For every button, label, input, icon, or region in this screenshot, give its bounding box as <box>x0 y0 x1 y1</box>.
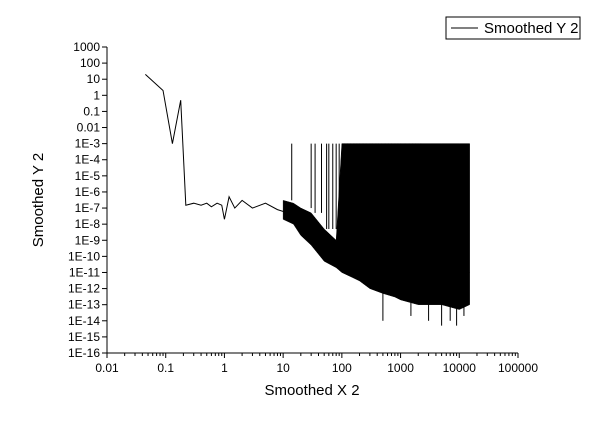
y-tick-label: 0.1 <box>83 104 100 118</box>
y-tick-label: 1E-15 <box>68 330 100 344</box>
y-tick-label: 1E-14 <box>68 314 100 328</box>
x-tick-label: 0.01 <box>95 361 119 375</box>
y-tick-label: 1E-11 <box>69 265 100 279</box>
y-tick-label: 1E-16 <box>68 346 100 360</box>
y-tick-label: 1E-7 <box>75 201 101 215</box>
x-tick-label: 10 <box>276 361 290 375</box>
x-tick-label: 0.1 <box>157 361 174 375</box>
y-tick-label: 0.01 <box>77 121 101 135</box>
legend-label: Smoothed Y 2 <box>484 20 579 37</box>
legend: Smoothed Y 2 <box>445 16 581 40</box>
x-tick-label: 1 <box>221 361 228 375</box>
x-tick-label: 10000 <box>443 361 477 375</box>
series-line <box>145 73 470 273</box>
y-tick-label: 1E-9 <box>75 233 101 247</box>
axes: 0.01 0.1 1 10 100 1000 10000 100000 1000 100 10 1 0.… <box>68 40 538 375</box>
y-tick-label: 1 <box>93 88 100 102</box>
y-tick-label: 1E-8 <box>75 217 101 231</box>
y-tick-label: 1E-5 <box>75 169 101 183</box>
y-tick-label: 1E-6 <box>75 185 101 199</box>
y-tick-label: 1E-13 <box>68 298 100 312</box>
plot-area <box>145 73 470 326</box>
y-tick-label: 100 <box>80 56 100 70</box>
y-tick-label: 1000 <box>73 40 100 54</box>
y-tick-label: 1E-4 <box>75 153 101 167</box>
y-axis-title: Smoothed Y 2 <box>30 153 47 248</box>
y-tick-label: 1E-12 <box>68 282 100 296</box>
x-tick-label: 100000 <box>498 361 538 375</box>
y-tick-label: 1E-3 <box>75 137 101 151</box>
legend-box <box>445 16 581 40</box>
x-tick-label: 1000 <box>387 361 414 375</box>
y-tick-label: 1E-10 <box>68 249 100 263</box>
x-tick-label: 100 <box>332 361 352 375</box>
y-tick-label: 10 <box>87 72 101 86</box>
x-axis-title: Smoothed X 2 <box>264 382 359 399</box>
